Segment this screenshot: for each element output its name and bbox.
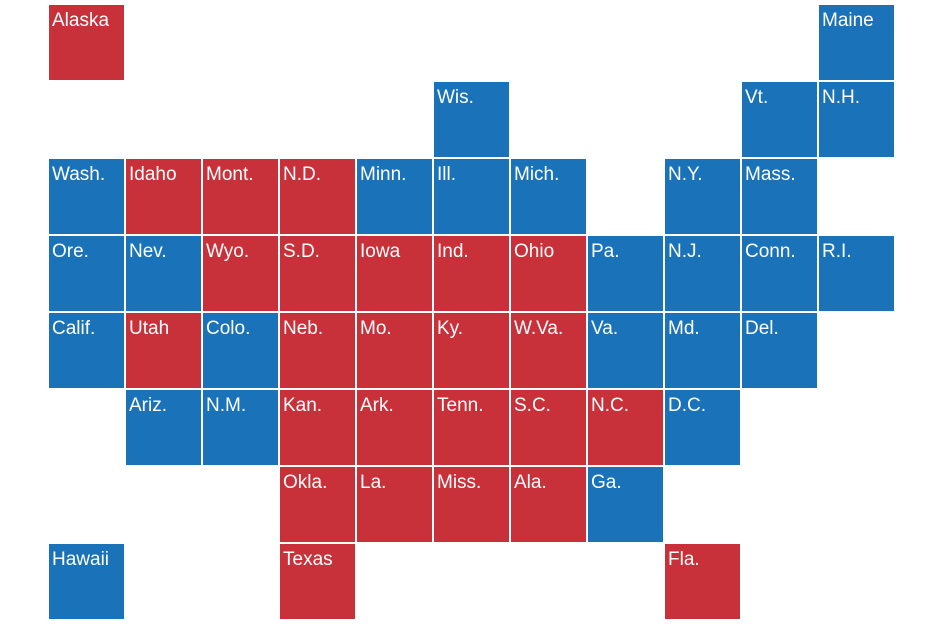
state-tile-kan[interactable]: Kan. (280, 390, 355, 465)
state-tile-idaho[interactable]: Idaho (126, 159, 201, 234)
state-tile-mont[interactable]: Mont. (203, 159, 278, 234)
state-tile-tenn[interactable]: Tenn. (434, 390, 509, 465)
state-tile-nev[interactable]: Nev. (126, 236, 201, 311)
state-tile-utah[interactable]: Utah (126, 313, 201, 388)
state-tile-calif[interactable]: Calif. (49, 313, 124, 388)
state-tile-n-h[interactable]: N.H. (819, 82, 894, 157)
state-tile-mo[interactable]: Mo. (357, 313, 432, 388)
state-tile-n-c[interactable]: N.C. (588, 390, 663, 465)
state-tile-r-i[interactable]: R.I. (819, 236, 894, 311)
state-tile-wis[interactable]: Wis. (434, 82, 509, 157)
state-tile-okla[interactable]: Okla. (280, 467, 355, 542)
state-tile-n-y[interactable]: N.Y. (665, 159, 740, 234)
state-tile-iowa[interactable]: Iowa (357, 236, 432, 311)
state-tile-mich[interactable]: Mich. (511, 159, 586, 234)
state-tile-ark[interactable]: Ark. (357, 390, 432, 465)
state-tile-minn[interactable]: Minn. (357, 159, 432, 234)
state-tile-d-c[interactable]: D.C. (665, 390, 740, 465)
state-tile-miss[interactable]: Miss. (434, 467, 509, 542)
state-tile-vt[interactable]: Vt. (742, 82, 817, 157)
state-tile-del[interactable]: Del. (742, 313, 817, 388)
state-tile-la[interactable]: La. (357, 467, 432, 542)
state-tile-ind[interactable]: Ind. (434, 236, 509, 311)
state-tile-maine[interactable]: Maine (819, 5, 894, 80)
state-tile-va[interactable]: Va. (588, 313, 663, 388)
state-tile-ky[interactable]: Ky. (434, 313, 509, 388)
state-tile-ariz[interactable]: Ariz. (126, 390, 201, 465)
state-tile-md[interactable]: Md. (665, 313, 740, 388)
state-tile-colo[interactable]: Colo. (203, 313, 278, 388)
state-tile-alaska[interactable]: Alaska (49, 5, 124, 80)
state-tile-fla[interactable]: Fla. (665, 544, 740, 619)
state-tile-hawaii[interactable]: Hawaii (49, 544, 124, 619)
state-tile-wash[interactable]: Wash. (49, 159, 124, 234)
state-tile-s-d[interactable]: S.D. (280, 236, 355, 311)
state-tile-wyo[interactable]: Wyo. (203, 236, 278, 311)
state-tile-ga[interactable]: Ga. (588, 467, 663, 542)
state-tile-neb[interactable]: Neb. (280, 313, 355, 388)
state-tile-ore[interactable]: Ore. (49, 236, 124, 311)
state-tile-n-d[interactable]: N.D. (280, 159, 355, 234)
state-tile-ill[interactable]: Ill. (434, 159, 509, 234)
state-tile-n-m[interactable]: N.M. (203, 390, 278, 465)
state-tile-ala[interactable]: Ala. (511, 467, 586, 542)
state-tile-ohio[interactable]: Ohio (511, 236, 586, 311)
state-tile-s-c[interactable]: S.C. (511, 390, 586, 465)
state-tile-texas[interactable]: Texas (280, 544, 355, 619)
state-tile-conn[interactable]: Conn. (742, 236, 817, 311)
state-tile-pa[interactable]: Pa. (588, 236, 663, 311)
state-tile-w-va[interactable]: W.Va. (511, 313, 586, 388)
state-tile-mass[interactable]: Mass. (742, 159, 817, 234)
state-tile-n-j[interactable]: N.J. (665, 236, 740, 311)
